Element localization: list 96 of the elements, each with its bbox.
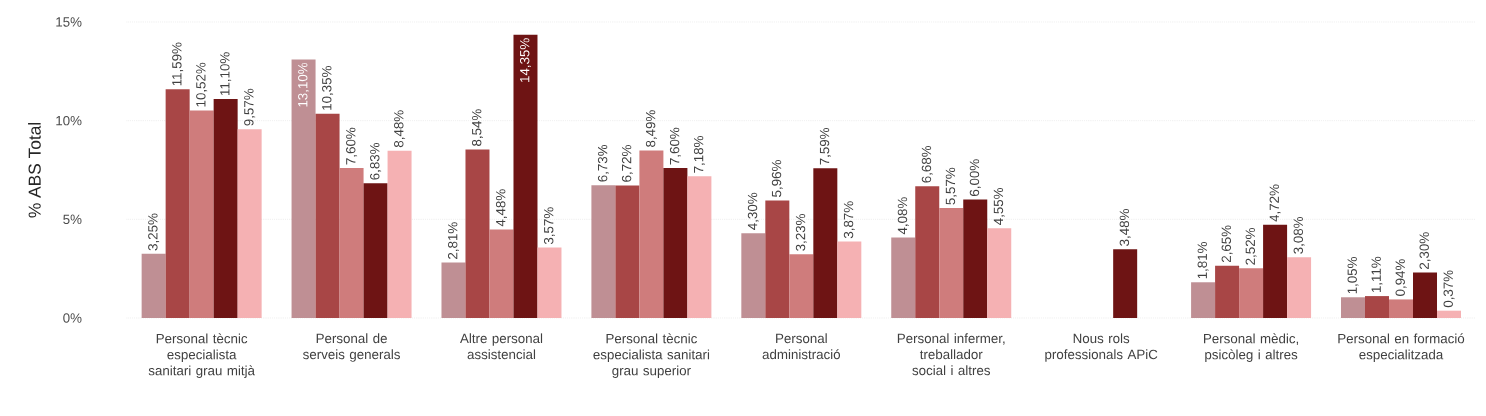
- x-tick-label: Nous rols professionals APiC: [1045, 333, 1158, 362]
- bar: [213, 98, 238, 318]
- bar: [837, 241, 862, 318]
- data-label: 3,23%: [795, 213, 807, 251]
- bar: [891, 237, 916, 318]
- data-label: 7,60%: [346, 127, 358, 165]
- y-axis-title: % ABS Total: [28, 122, 41, 218]
- data-label: 3,08%: [1293, 216, 1305, 254]
- bar: [639, 150, 664, 318]
- data-label: 4,48%: [495, 189, 507, 227]
- bar: [537, 247, 562, 318]
- data-label: 2,81%: [447, 222, 459, 259]
- bar: [1263, 224, 1288, 318]
- data-label: 7,18%: [693, 136, 705, 173]
- x-tick-label: Personal tècnic especialista sanitari grau superior: [593, 333, 710, 378]
- data-label: 3,87%: [843, 201, 855, 239]
- bar: [237, 129, 262, 318]
- data-label: 8,49%: [645, 110, 657, 147]
- bar: [963, 199, 988, 318]
- bar: [465, 149, 490, 318]
- data-label: 6,73%: [597, 144, 609, 182]
- data-label: 0,37%: [1443, 270, 1455, 308]
- bar: [387, 150, 412, 318]
- data-label: 7,59%: [819, 127, 831, 165]
- data-label: 4,55%: [993, 187, 1005, 225]
- data-label: 6,68%: [921, 145, 933, 183]
- bar: [813, 168, 838, 318]
- x-tick-label: Personal infermer, treballador social i altres: [897, 333, 1005, 376]
- bar: [741, 233, 766, 318]
- y-tick-label: 10%: [56, 115, 82, 126]
- data-label: 11,10%: [220, 52, 232, 95]
- data-label: 4,72%: [1269, 184, 1281, 222]
- data-label: 3,25%: [148, 213, 160, 251]
- x-tick-label: Personal tècnic especialista sanitari grau mitjà: [148, 333, 255, 378]
- data-label: 7,60%: [669, 127, 681, 165]
- y-tick-label: 0%: [63, 313, 82, 323]
- data-label: 5,96%: [771, 160, 783, 197]
- x-tick-label: Altre personal assistencial: [460, 333, 543, 360]
- bar: [489, 229, 514, 318]
- bar: [1437, 310, 1462, 318]
- data-label: 8,54%: [471, 109, 483, 146]
- data-label: 1,81%: [1197, 241, 1209, 279]
- x-tick-label: Personal de serveis generals: [303, 333, 400, 362]
- x-tick-label: Personal en formació especialitzada: [1338, 333, 1465, 362]
- data-label: 4,08%: [897, 197, 909, 235]
- data-label: 10,35%: [322, 66, 334, 110]
- bar: [441, 262, 466, 318]
- bar: [141, 253, 166, 318]
- data-label: 14,35%: [519, 38, 531, 82]
- bar: [1191, 282, 1216, 318]
- bar: [615, 185, 640, 318]
- data-label: 0,94%: [1395, 259, 1407, 296]
- data-label: 2,65%: [1221, 225, 1233, 263]
- data-label: 1,11%: [1371, 256, 1383, 293]
- data-label: 6,00%: [969, 159, 981, 196]
- data-label: 2,30%: [1419, 232, 1431, 269]
- bar: [1341, 297, 1366, 318]
- bar: [765, 200, 790, 318]
- y-tick-label: 5%: [63, 214, 82, 225]
- x-tick-label: Personal mèdic, psicòleg i altres: [1204, 333, 1299, 362]
- bar: [513, 34, 538, 318]
- data-label: 3,48%: [1119, 209, 1131, 246]
- bar: [1389, 299, 1414, 318]
- bar: [1239, 268, 1264, 318]
- data-label: 4,30%: [747, 192, 759, 230]
- bar: [315, 113, 340, 318]
- data-label: 3,57%: [543, 207, 555, 245]
- bar: [1215, 265, 1240, 318]
- bar: [363, 183, 388, 318]
- bar: [165, 89, 190, 318]
- data-label: 10,52%: [196, 62, 208, 107]
- bar: [189, 110, 214, 318]
- bar: [291, 59, 316, 318]
- x-tick-label: Personal administració: [762, 333, 841, 360]
- bar: [789, 254, 814, 318]
- bar: [939, 208, 964, 318]
- bar: [663, 168, 688, 318]
- bar: [915, 186, 940, 318]
- bar: [987, 228, 1012, 318]
- y-tick-label: 15%: [56, 17, 82, 27]
- data-label: 5,57%: [945, 167, 957, 205]
- data-label: 8,48%: [394, 110, 406, 148]
- bar: [1413, 272, 1438, 318]
- bar: [339, 168, 364, 318]
- data-label: 11,59%: [172, 42, 184, 86]
- data-label: 6,72%: [621, 145, 633, 182]
- bar: [591, 185, 616, 318]
- bar: [1365, 296, 1390, 318]
- data-label: 9,57%: [244, 88, 256, 126]
- data-label: 2,52%: [1245, 227, 1257, 265]
- data-label: 1,05%: [1347, 256, 1359, 294]
- bar: [1287, 257, 1312, 318]
- data-label: 13,10%: [298, 62, 310, 107]
- bar: [687, 176, 712, 318]
- data-label: 6,83%: [370, 142, 382, 180]
- bar: [1113, 249, 1138, 318]
